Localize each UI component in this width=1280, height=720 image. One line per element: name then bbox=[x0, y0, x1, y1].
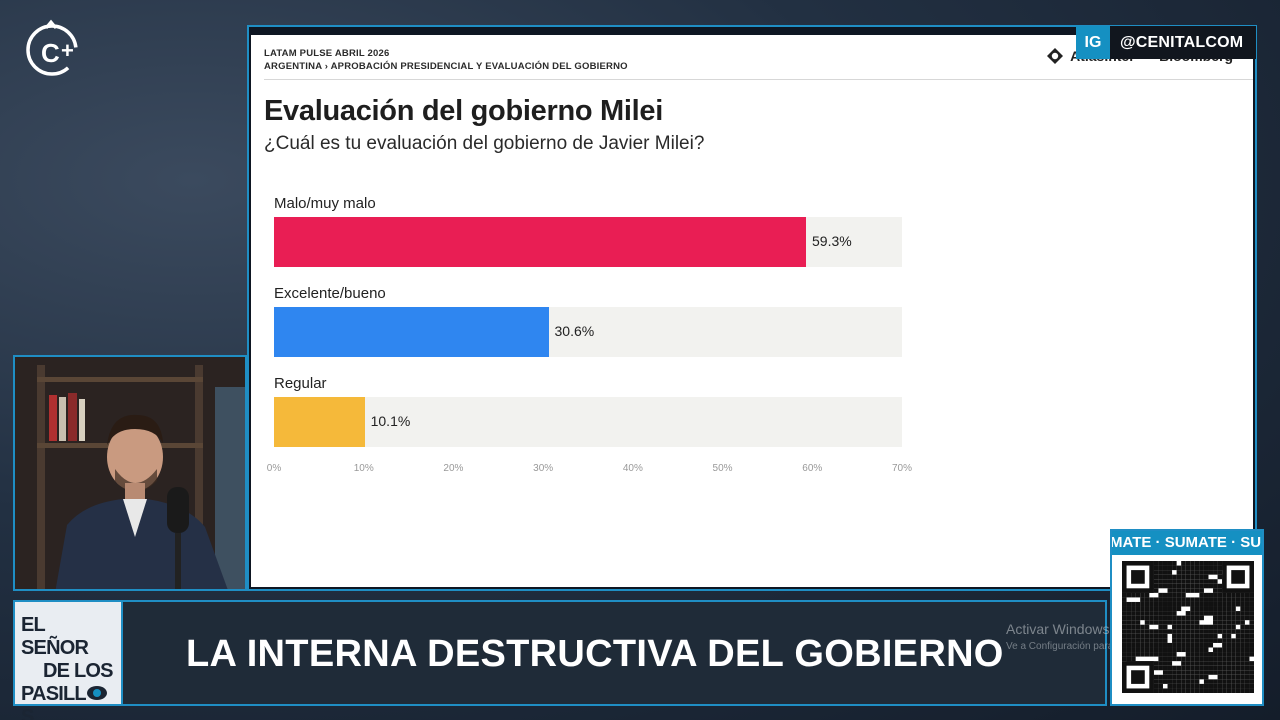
show-logo-line-1: EL SEÑOR bbox=[21, 614, 89, 659]
axis-tick-label: 70% bbox=[891, 463, 913, 474]
show-logo: EL SEÑOR DE LOS PASILLS bbox=[13, 600, 123, 720]
slide-eyebrow: LATAM PULSE ABRIL 2026 ARGENTINA › APROB… bbox=[264, 47, 628, 73]
axis-tick-label: 10% bbox=[353, 463, 374, 474]
bar-value-label: 30.6% bbox=[554, 323, 595, 339]
bar-category-label: Malo/muy malo bbox=[274, 195, 376, 212]
bar-value-label: 59.3% bbox=[812, 233, 852, 249]
bar bbox=[274, 307, 549, 357]
axis-tick-label: 20% bbox=[443, 463, 464, 474]
presentation-slide: LATAM PULSE ABRIL 2026 ARGENTINA › APROB… bbox=[251, 35, 1253, 587]
bar-value-label: 10.1% bbox=[370, 413, 411, 429]
svg-text:+: + bbox=[61, 38, 74, 63]
bar bbox=[274, 397, 365, 447]
bar bbox=[274, 217, 806, 267]
show-logo-line-3: PASILLS bbox=[21, 683, 115, 720]
axis-tick-label: 0% bbox=[266, 463, 282, 474]
lower-third-bar bbox=[13, 600, 1107, 706]
windows-activation-watermark: Activar Windows bbox=[1006, 621, 1110, 637]
eyebrow-line-2: ARGENTINA › APROBACIÓN PRESIDENCIAL Y EV… bbox=[264, 61, 628, 72]
axis-tick-label: 40% bbox=[622, 463, 643, 474]
qr-promo-panel: MATE · SUMATE · SU bbox=[1110, 529, 1264, 706]
axis-tick-label: 30% bbox=[533, 463, 554, 474]
axis-tick-label: 60% bbox=[802, 463, 823, 474]
bar-chart: Malo/muy malo 59.3% Excelente/bueno 30.6% Re… bbox=[267, 195, 954, 485]
windows-activation-hint: Ve a Configuración para activar Windows. bbox=[1006, 641, 1192, 652]
bar-track: 10.1% bbox=[274, 397, 902, 447]
atlasintel-icon bbox=[1047, 48, 1064, 64]
ticker-headline: LA INTERNA DESTRUCTIVA DEL GOBIERNO bbox=[186, 633, 1004, 675]
show-logo-line-2: DE LOS bbox=[43, 660, 113, 682]
eye-icon bbox=[86, 686, 107, 700]
instagram-handle: @CENITALCOM bbox=[1120, 33, 1244, 51]
eyebrow-line-1: LATAM PULSE ABRIL 2026 bbox=[264, 48, 390, 59]
header-divider bbox=[264, 79, 1253, 80]
instagram-label: IG bbox=[1076, 26, 1110, 59]
axis-tick-label: 50% bbox=[712, 463, 733, 474]
cenital-logo: C + bbox=[26, 19, 78, 76]
presenter-camera-feed bbox=[13, 355, 247, 591]
bar-category-label: Regular bbox=[274, 375, 327, 392]
qr-code-icon[interactable] bbox=[1122, 561, 1254, 693]
qr-banner-text: MATE · SUMATE · SU bbox=[1112, 531, 1262, 555]
instagram-handle-badge: IG @CENITALCOM bbox=[1076, 26, 1256, 59]
svg-text:C: C bbox=[41, 38, 60, 68]
presenter-video bbox=[15, 357, 245, 589]
bar-track: 59.3% bbox=[274, 217, 902, 267]
bar-track: 30.6% bbox=[274, 307, 902, 357]
bar-category-label: Excelente/bueno bbox=[274, 285, 386, 302]
slide-title: Evaluación del gobierno Milei bbox=[264, 95, 663, 127]
slide-subtitle: ¿Cuál es tu evaluación del gobierno de J… bbox=[264, 133, 705, 154]
